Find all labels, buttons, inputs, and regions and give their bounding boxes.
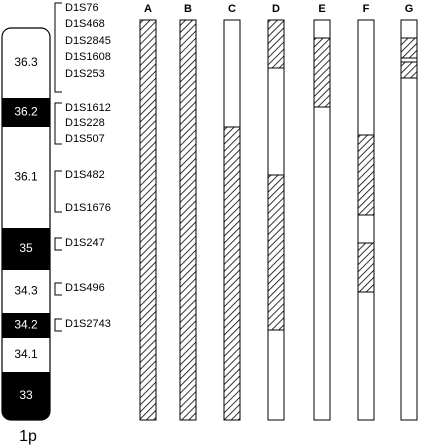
band-label: 36.1 xyxy=(14,170,38,184)
bar xyxy=(357,214,375,244)
chromosome: 36.3 36.2 36.1 35 34.3 34.2 34.1 33 xyxy=(1,27,51,421)
bands xyxy=(2,28,50,420)
markers: D1S76 D1S468 D1S2845 D1S1608 D1S253 D1S1612 D1… xyxy=(54,2,111,332)
bar xyxy=(313,37,331,108)
marker-label: D1S507 xyxy=(65,133,105,145)
marker-label: D1S496 xyxy=(65,282,105,294)
marker-label: D1S2743 xyxy=(65,318,111,330)
column-label: F xyxy=(363,3,370,15)
bracket xyxy=(54,2,62,93)
band-label: 34.1 xyxy=(14,347,38,361)
column-label: D xyxy=(272,3,280,15)
marker-label: D1S2845 xyxy=(65,35,111,47)
bar xyxy=(267,19,285,69)
column-label: B xyxy=(184,3,192,15)
band-label: 34.3 xyxy=(14,284,38,298)
bar xyxy=(400,37,418,59)
bar xyxy=(179,19,197,421)
bar xyxy=(313,19,331,39)
bar xyxy=(139,19,157,421)
marker-label: D1S247 xyxy=(65,237,105,249)
bar xyxy=(357,134,375,216)
bar xyxy=(400,19,418,39)
bar xyxy=(223,19,241,128)
band-label: 36.2 xyxy=(14,105,38,119)
band xyxy=(2,372,50,420)
band xyxy=(2,98,50,127)
chromosome-outline xyxy=(1,27,51,421)
marker-label: D1S76 xyxy=(65,2,99,14)
bar xyxy=(313,106,331,421)
band xyxy=(2,313,50,338)
marker-label: D1S468 xyxy=(65,18,105,30)
bar xyxy=(357,19,375,136)
chromosome-label: 1p xyxy=(19,428,37,445)
band-label: 34.2 xyxy=(14,318,38,332)
marker-label: D1S253 xyxy=(65,68,105,80)
band-label: 36.3 xyxy=(14,55,38,69)
bar xyxy=(267,67,285,176)
bracket xyxy=(54,318,62,332)
column-label: A xyxy=(144,3,152,15)
band xyxy=(2,127,50,228)
band-label: 33 xyxy=(19,388,33,402)
deletion-bars xyxy=(139,19,418,421)
band xyxy=(2,338,50,372)
band xyxy=(2,228,50,270)
marker-label: D1S1608 xyxy=(65,51,111,63)
bar xyxy=(267,174,285,331)
marker-label: D1S228 xyxy=(65,117,105,129)
column-labels: A B C D E F G xyxy=(144,3,413,15)
marker-label: D1S1676 xyxy=(65,202,111,214)
marker-label: D1S1612 xyxy=(65,102,111,114)
bar xyxy=(267,329,285,421)
bar xyxy=(357,242,375,293)
bar xyxy=(400,61,418,79)
bracket xyxy=(54,170,62,213)
marker-label: D1S482 xyxy=(65,169,105,181)
band-label: 35 xyxy=(19,241,33,255)
bar xyxy=(400,57,418,63)
bar xyxy=(400,77,418,421)
band xyxy=(2,28,50,98)
column-label: C xyxy=(228,3,236,15)
bracket xyxy=(54,102,62,145)
column-label: E xyxy=(318,3,325,15)
column-label: G xyxy=(405,3,414,15)
bar xyxy=(357,291,375,421)
bracket xyxy=(54,282,62,296)
band xyxy=(2,270,50,313)
bracket xyxy=(54,237,62,251)
bar xyxy=(223,126,241,421)
